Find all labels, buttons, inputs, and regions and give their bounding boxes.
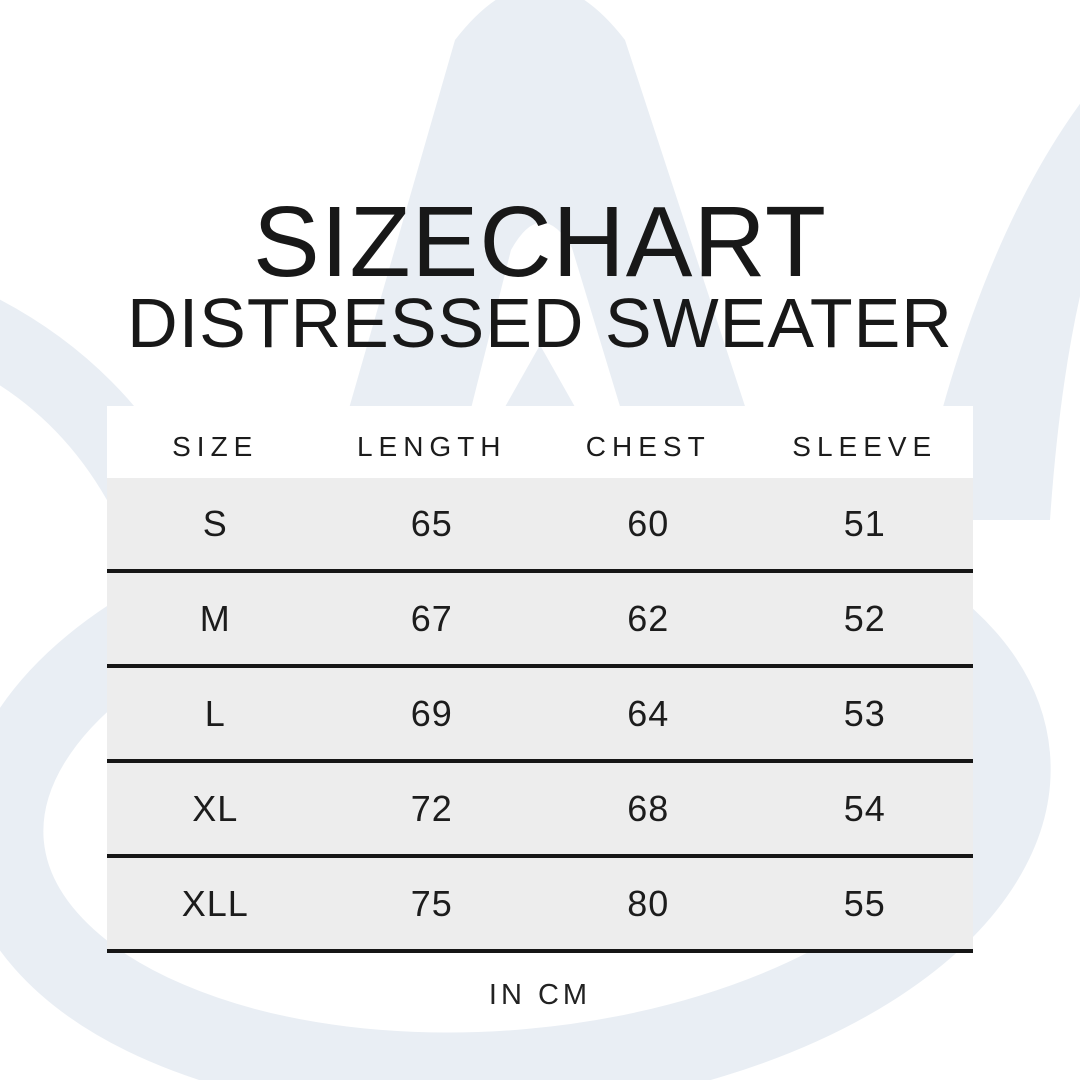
cell-size: XLL (181, 882, 249, 924)
table-row: M 67 62 52 (107, 573, 973, 668)
table-row: S 65 60 51 (107, 478, 973, 573)
cell-length: 69 (410, 692, 453, 734)
table-row: XL 72 68 54 (107, 763, 973, 858)
table-body: S 65 60 51 M 67 62 52 L 69 64 53 XL 72 68 54 XLL 75 80 55 (107, 478, 973, 953)
cell-sleeve: 55 (843, 882, 886, 924)
cell-sleeve: 53 (843, 692, 886, 734)
cell-size: M (199, 597, 231, 639)
cell-chest: 68 (627, 787, 670, 829)
column-header-chest: CHEST (585, 431, 711, 462)
cell-length: 72 (410, 787, 453, 829)
cell-length: 65 (410, 502, 453, 544)
column-header-size: SIZE (172, 431, 259, 462)
cell-chest: 64 (627, 692, 670, 734)
cell-size: L (204, 692, 226, 734)
cell-chest: 60 (627, 502, 670, 544)
column-header-sleeve: SLEEVE (792, 431, 938, 462)
page-subtitle: DISTRESSED SWEATER (127, 284, 953, 362)
table-row: XLL 75 80 55 (107, 858, 973, 953)
size-table: SIZE LENGTH CHEST SLEEVE S 65 60 51 M 67 62 52 L… (107, 406, 973, 953)
cell-sleeve: 52 (843, 597, 886, 639)
unit-note: IN CM (488, 979, 592, 1011)
cell-sleeve: 51 (843, 502, 886, 544)
cell-chest: 62 (627, 597, 670, 639)
cell-length: 67 (410, 597, 453, 639)
cell-length: 75 (410, 882, 453, 924)
cell-size: XL (192, 787, 239, 829)
cell-size: S (202, 502, 228, 544)
table-header-row: SIZE LENGTH CHEST SLEEVE (107, 406, 973, 478)
column-header-length: LENGTH (356, 431, 507, 462)
table-row: L 69 64 53 (107, 668, 973, 763)
page-title: SIZECHART (253, 186, 827, 298)
cell-chest: 80 (627, 882, 670, 924)
cell-sleeve: 54 (843, 787, 886, 829)
